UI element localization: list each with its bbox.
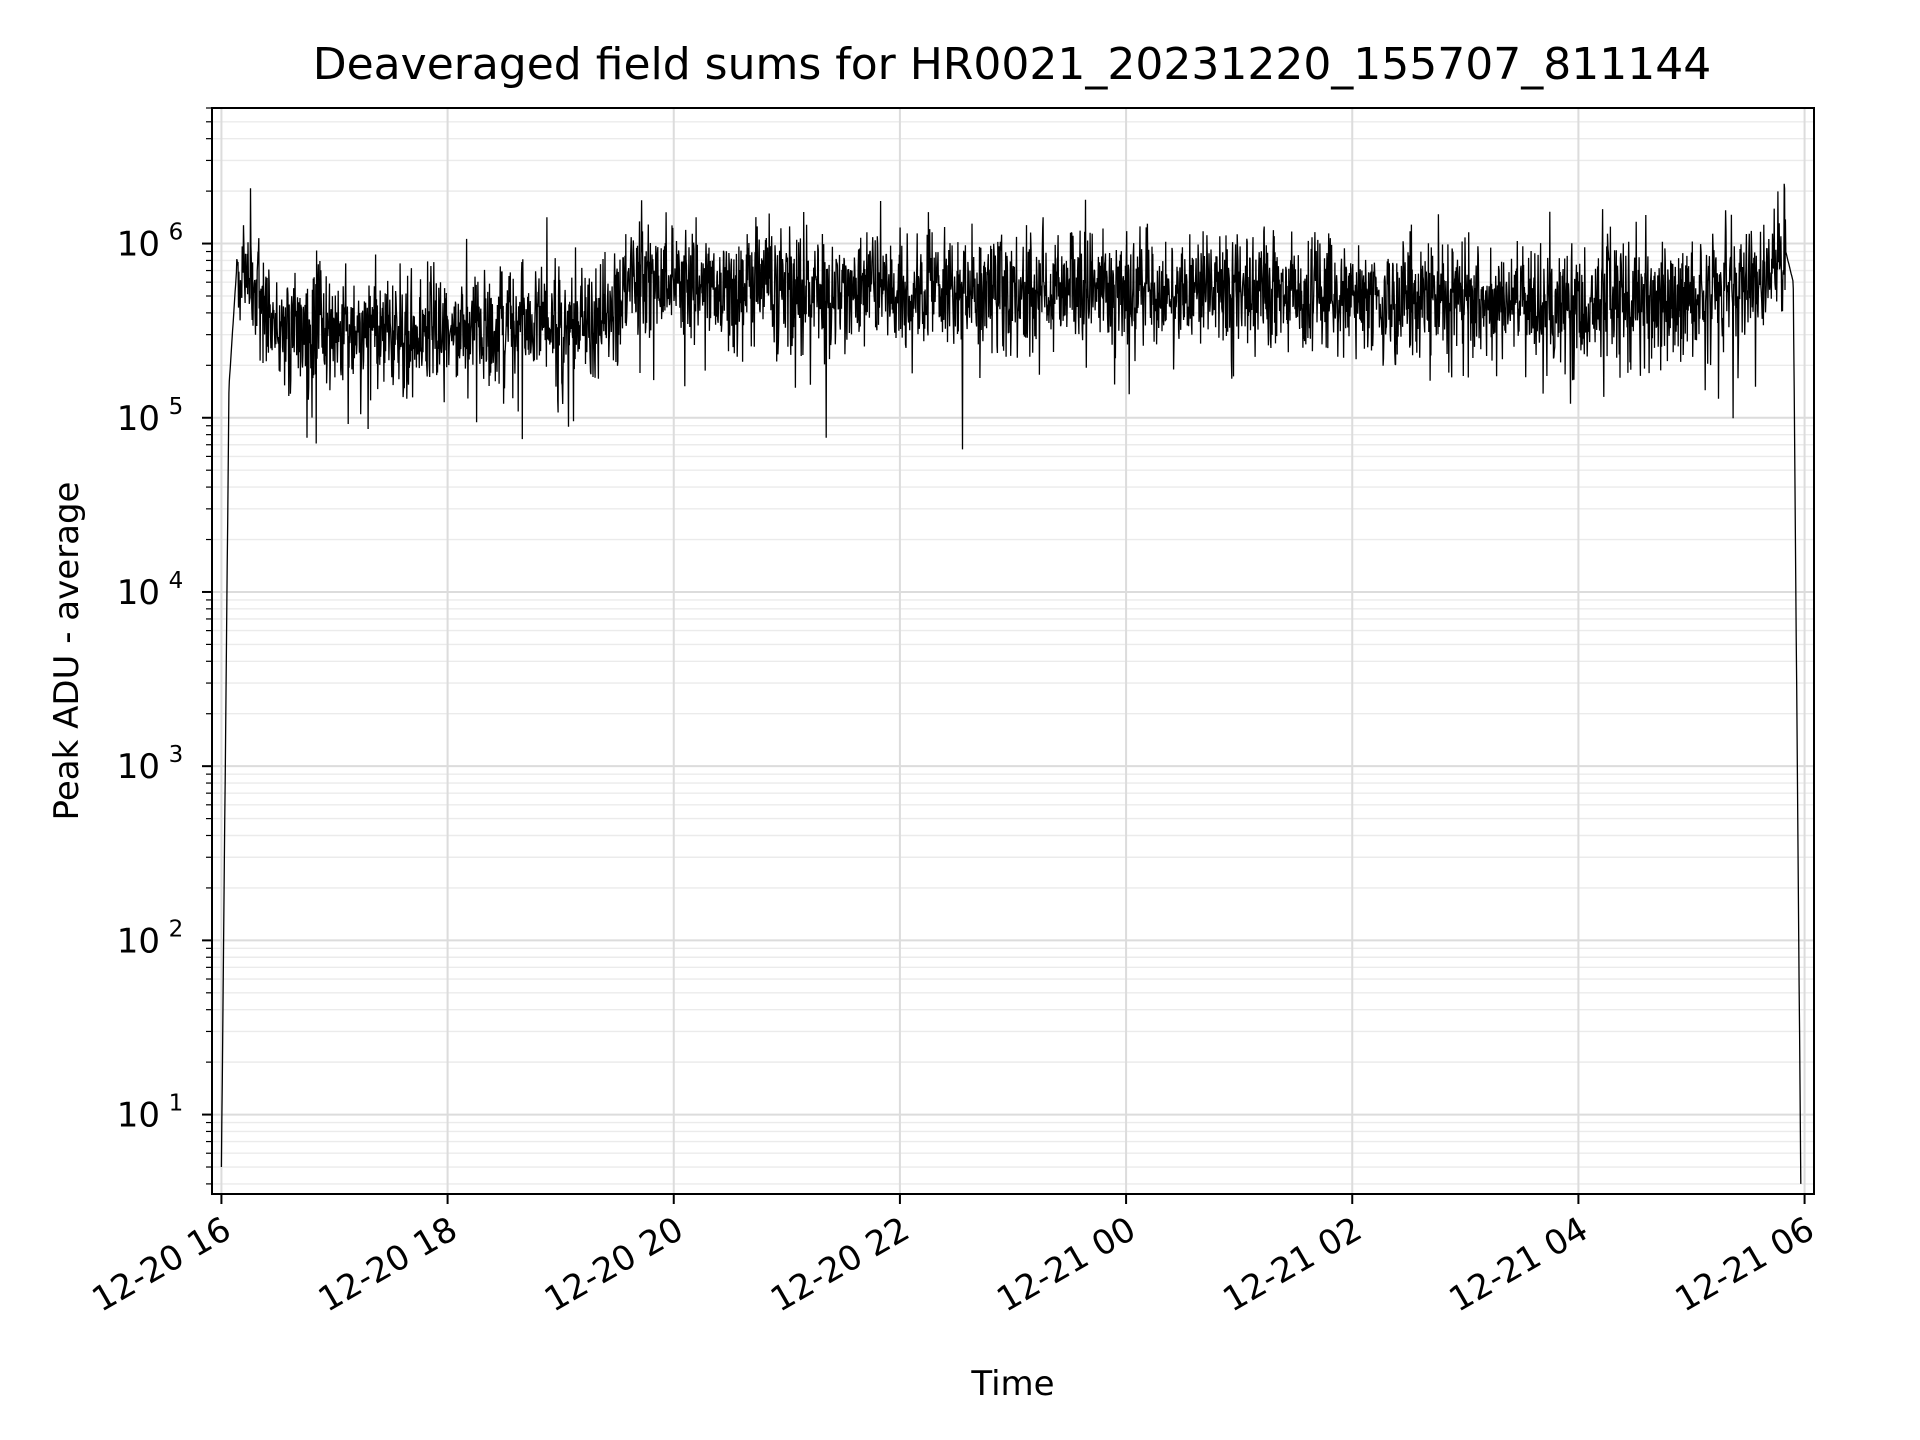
series-0-line — [220, 183, 1802, 1184]
y-tick-label: 10 — [117, 225, 160, 265]
chart-title: Deaveraged field sums for HR0021_2023122… — [313, 39, 1712, 90]
x-axis-label: Time — [970, 1364, 1054, 1404]
y-tick-exponent: 1 — [169, 1091, 184, 1117]
y-axis: 10 1 10 2 10 3 10 4 10 5 10 6 — [117, 107, 212, 1185]
y-tick-exponent: 4 — [169, 568, 184, 594]
y-tick-label: 10 — [117, 921, 160, 961]
y-tick-label: 10 — [117, 747, 160, 787]
y-tick-exponent: 6 — [169, 220, 184, 246]
y-tick-label: 10 — [117, 399, 160, 439]
y-tick-exponent: 5 — [169, 394, 184, 420]
y-axis-label: Peak ADU - average — [47, 482, 87, 821]
y-tick-exponent: 2 — [169, 916, 184, 942]
y-tick-label: 10 — [117, 1096, 160, 1136]
series-line — [220, 183, 1802, 1184]
plot-area-frame — [211, 107, 1815, 1195]
y-tick-label: 10 — [117, 573, 160, 613]
y-tick-exponent: 3 — [169, 742, 184, 768]
